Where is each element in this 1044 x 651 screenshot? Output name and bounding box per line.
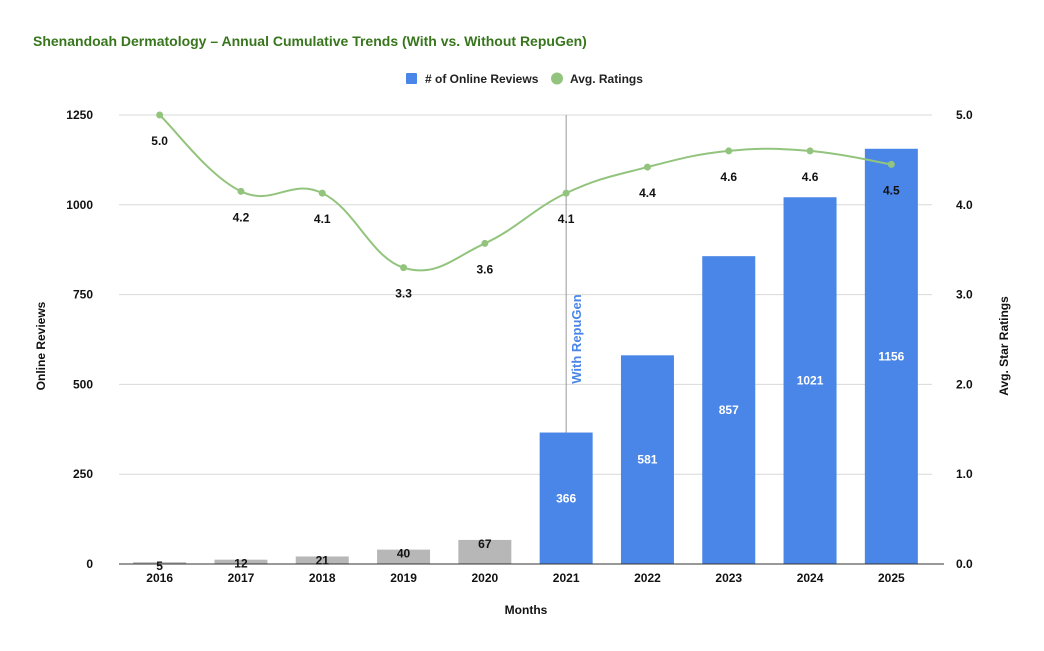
y2-tick-label: 4.0 <box>956 198 973 212</box>
rating-point-2025 <box>887 160 895 168</box>
y-tick-label: 1000 <box>66 198 93 212</box>
rating-label-2022: 4.4 <box>639 186 656 200</box>
rating-point-2017 <box>237 187 245 195</box>
legend-ratings-label: Avg. Ratings <box>570 72 643 86</box>
rating-point-2024 <box>806 147 814 155</box>
rating-label-2023: 4.6 <box>720 170 737 184</box>
x-tick-label: 2019 <box>390 571 417 585</box>
y2-axis-title: Avg. Star Ratings <box>997 296 1011 396</box>
x-axis-title: Months <box>505 603 548 617</box>
rating-label-2019: 3.3 <box>395 287 412 301</box>
y-tick-label: 500 <box>73 377 93 391</box>
bar-2020 <box>458 539 512 564</box>
rating-label-2020: 3.6 <box>477 262 494 276</box>
legend-reviews-swatch <box>406 73 417 84</box>
x-tick-label: 2016 <box>146 571 173 585</box>
rating-point-2023 <box>725 147 733 155</box>
bar-label-2016: 5 <box>156 559 163 573</box>
bar-2021 <box>539 432 593 564</box>
y-tick-label: 750 <box>73 288 93 302</box>
y2-tick-label: 3.0 <box>956 288 973 302</box>
x-tick-label: 2020 <box>471 571 498 585</box>
legend-ratings-swatch <box>551 72 563 85</box>
y2-axis-ticks: 0.0 1.0 2.0 3.0 4.0 5.0 <box>956 108 973 571</box>
bar-2019 <box>377 549 431 564</box>
y2-tick-label: 5.0 <box>956 108 973 122</box>
rating-point-2018 <box>318 189 326 197</box>
bars <box>133 148 918 564</box>
bar-label-2019: 40 <box>397 547 411 561</box>
x-tick-label: 2024 <box>797 571 824 585</box>
bar-label-2021: 366 <box>556 491 576 505</box>
ratings-line <box>156 111 895 272</box>
rating-point-2021 <box>562 189 570 197</box>
bar-label-2018: 21 <box>316 553 330 567</box>
bar-label-2017: 12 <box>234 557 248 571</box>
x-tick-label: 2018 <box>309 571 336 585</box>
x-axis-ticks: 2016 2017 2018 2019 2020 2021 2022 2023 2024 2025 <box>146 571 905 585</box>
bar-2017 <box>214 559 268 564</box>
rating-labels: 5.0 4.2 4.1 3.3 3.6 4.1 4.4 4.6 4.6 4.5 <box>151 134 900 301</box>
rating-label-2018: 4.1 <box>314 212 331 226</box>
bar-2023 <box>702 256 756 564</box>
rating-point-2016 <box>156 111 164 119</box>
chart-title: Shenandoah Dermatology – Annual Cumulati… <box>33 33 587 49</box>
x-tick-label: 2017 <box>228 571 255 585</box>
y-axis-title: Online Reviews <box>34 301 48 390</box>
legend-reviews-label: # of Online Reviews <box>425 72 539 86</box>
bar-2022 <box>620 355 674 564</box>
rating-label-2016: 5.0 <box>151 134 168 148</box>
bar-2016 <box>133 562 187 564</box>
y2-tick-label: 0.0 <box>956 557 973 571</box>
x-tick-label: 2025 <box>878 571 905 585</box>
y2-tick-label: 2.0 <box>956 377 973 391</box>
rating-point-2022 <box>643 163 651 171</box>
with-repugen-annotation: With RepuGen <box>569 294 584 383</box>
bar-label-2023: 857 <box>719 403 739 417</box>
bar-label-2020: 67 <box>478 537 492 551</box>
x-tick-label: 2021 <box>553 571 580 585</box>
bar-label-2024: 1021 <box>797 374 824 388</box>
y-tick-label: 0 <box>86 557 93 571</box>
bar-label-2025: 1156 <box>878 349 904 363</box>
y-tick-label: 1250 <box>66 108 93 122</box>
rating-label-2025: 4.5 <box>883 183 900 197</box>
x-tick-label: 2022 <box>634 571 661 585</box>
y-axis-ticks: 0 250 500 750 1000 1250 <box>66 108 93 571</box>
bar-label-2022: 581 <box>637 453 657 467</box>
y-tick-label: 250 <box>73 467 93 481</box>
bar-labels: 5 12 21 40 67 366 581 857 1021 1156 <box>156 349 904 573</box>
rating-label-2017: 4.2 <box>233 210 250 224</box>
rating-point-2020 <box>481 239 489 247</box>
x-tick-label: 2023 <box>715 571 742 585</box>
rating-point-2019 <box>400 264 408 272</box>
rating-label-2024: 4.6 <box>802 170 819 184</box>
y2-tick-label: 1.0 <box>956 467 973 481</box>
legend: # of Online Reviews Avg. Ratings <box>406 72 643 86</box>
rating-label-2021: 4.1 <box>558 212 575 226</box>
bar-2018 <box>295 556 349 564</box>
bar-2024 <box>783 197 837 564</box>
ratings-line-path <box>158 114 892 272</box>
bar-2025 <box>864 148 918 564</box>
